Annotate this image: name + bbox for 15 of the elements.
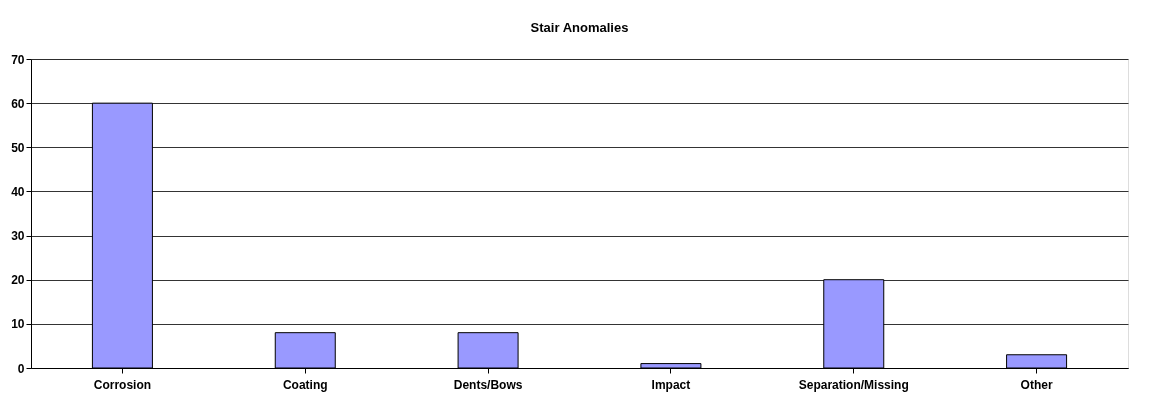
y-tick-label: 60 [11, 96, 25, 111]
x-tick-label: Coating [282, 377, 328, 392]
y-tick-label: 50 [11, 140, 25, 155]
y-tick-label: 40 [11, 184, 25, 199]
y-tick-label: 30 [11, 229, 25, 244]
x-tick-label: Separation/Missing [798, 377, 909, 392]
y-tick-label: 10 [11, 317, 25, 332]
x-tick-label: Other [1020, 377, 1053, 392]
y-tick-label: 0 [17, 361, 25, 376]
x-tick-label: Corrosion [93, 377, 152, 392]
y-tick-label: 70 [11, 52, 25, 67]
x-tick-label: Dents/Bows [453, 377, 523, 392]
chart-title: Stair Anomalies [530, 20, 629, 35]
x-tick-label: Impact [651, 377, 691, 392]
y-tick-label: 20 [11, 273, 25, 288]
